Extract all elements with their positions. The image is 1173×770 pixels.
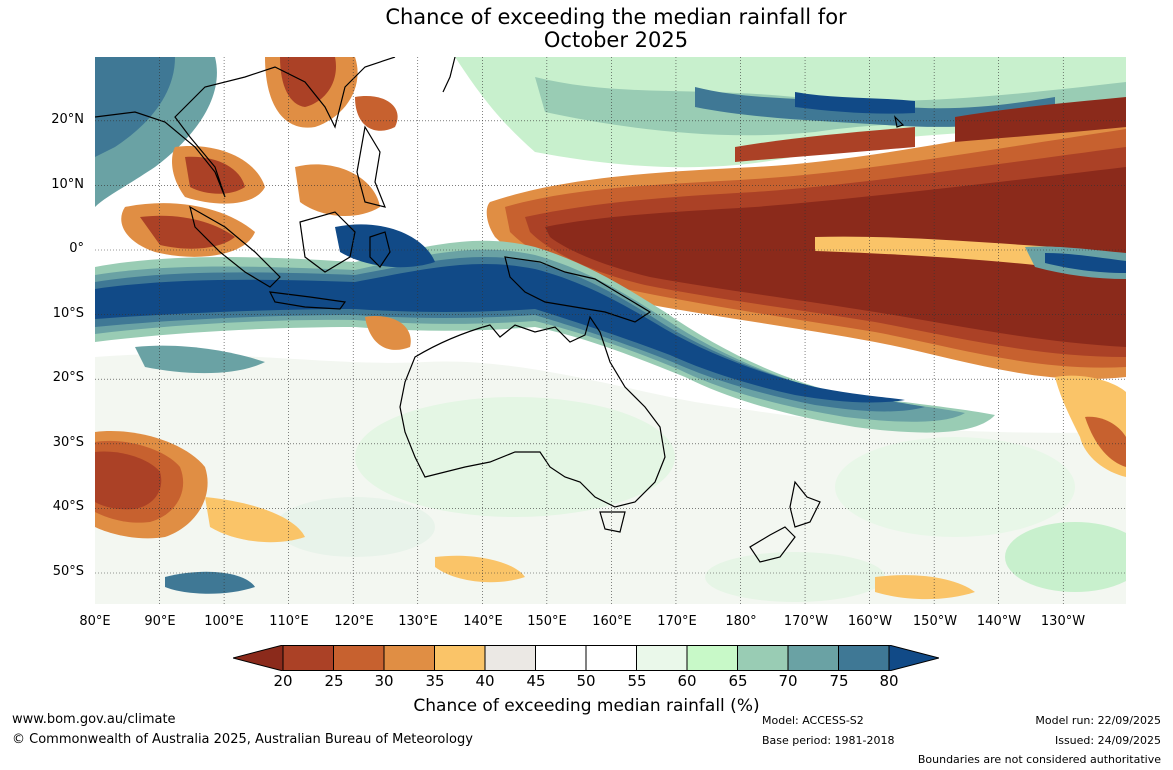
colorbar-swatch-75-80 — [838, 645, 890, 671]
colorbar-tick-65: 65 — [728, 672, 748, 690]
lon-label-120e: 120°E — [334, 614, 374, 629]
map-title-line-1: Chance of exceeding the median rainfall … — [385, 5, 847, 29]
colorbar-swatch-60-65 — [686, 645, 738, 671]
sulawesi-coastline — [369, 231, 391, 268]
colorbar-tick-35: 35 — [425, 672, 445, 690]
footer-website: www.bom.gov.au/climate — [12, 712, 176, 727]
sumatra-coastline — [189, 205, 281, 288]
colorbar-high-arrow — [888, 645, 939, 671]
near-normal-zones — [95, 354, 1126, 604]
colorbar-swatch-70-75 — [787, 645, 839, 671]
colorbar-swatch-55-60 — [636, 645, 688, 671]
footer-base-period: Base period: 1981-2018 — [762, 734, 895, 747]
lon-label-130w: 130°W — [1040, 614, 1086, 629]
footer-copyright: © Commonwealth of Australia 2025, Austra… — [12, 732, 473, 747]
colorbar-swatch-25-30 — [333, 645, 385, 671]
lon-label-90e: 90°E — [144, 614, 176, 629]
colorbar-swatch-45-50 — [535, 645, 587, 671]
lon-label-180: 180° — [725, 614, 757, 629]
colorbar-swatch-30-35 — [383, 645, 435, 671]
lon-label-150w: 150°W — [912, 614, 958, 629]
lat-label-20s: 20°S — [52, 370, 84, 385]
colorbar-swatch-35-40 — [434, 645, 486, 671]
colorbar-tick-55: 55 — [627, 672, 647, 690]
footer-model: Model: ACCESS-S2 — [762, 714, 864, 727]
lon-label-160w: 160°W — [847, 614, 893, 629]
lat-label-equator: 0° — [69, 241, 84, 256]
lat-label-50s: 50°S — [52, 564, 84, 579]
lon-label-100e: 100°E — [204, 614, 244, 629]
colorbar-tick-70: 70 — [778, 672, 798, 690]
colorbar-tick-50: 50 — [576, 672, 596, 690]
lon-label-150e: 150°E — [527, 614, 567, 629]
philippines-coastline — [356, 125, 386, 208]
rainfall-probability-map — [95, 57, 1126, 604]
lon-label-80e: 80°E — [79, 614, 111, 629]
legend-colorbar — [233, 645, 939, 671]
new-zealand-north-island — [789, 480, 821, 528]
lat-label-40s: 40°S — [52, 499, 84, 514]
northern-wet-band — [95, 57, 1126, 207]
colorbar-tick-75: 75 — [829, 672, 849, 690]
new-guinea-coastline — [504, 256, 652, 323]
colorbar-swatch-20-25 — [282, 645, 334, 671]
coastlines — [95, 57, 905, 563]
lon-label-140w: 140°W — [976, 614, 1022, 629]
colorbar-tick-30: 30 — [374, 672, 394, 690]
colorbar-swatch-50-55 — [585, 645, 637, 671]
colorbar-swatch-40-45 — [484, 645, 536, 671]
lon-label-140e: 140°E — [463, 614, 503, 629]
footer-model-run: Model run: 22/09/2025 — [1035, 714, 1161, 727]
borneo-coastline — [299, 211, 356, 273]
colorbar-tick-60: 60 — [677, 672, 697, 690]
tasmania-coastline — [599, 511, 626, 533]
lat-label-10s: 10°S — [52, 306, 84, 321]
lon-label-170e: 170°E — [657, 614, 697, 629]
lon-label-170w: 170°W — [783, 614, 829, 629]
pacific-dry-tongue — [486, 97, 1126, 379]
colorbar-tick-80: 80 — [879, 672, 899, 690]
map-title-line-2: October 2025 — [543, 28, 689, 52]
colorbar-label: Chance of exceeding median rainfall (%) — [413, 696, 760, 716]
new-zealand-south-island — [749, 526, 796, 563]
lat-label-30s: 30°S — [52, 435, 84, 450]
southern-dry-patches — [95, 316, 1126, 600]
australia-coastline — [399, 315, 666, 508]
colorbar-tick-45: 45 — [526, 672, 546, 690]
java-coastline — [268, 291, 347, 310]
colorbar-low-arrow — [233, 645, 284, 671]
colorbar-swatch-65-70 — [737, 645, 789, 671]
japan-coastline — [442, 57, 456, 93]
footer-issued: Issued: 24/09/2025 — [1054, 734, 1161, 747]
lat-label-20n: 20°N — [51, 112, 84, 127]
asia-mainland-coastline — [95, 57, 396, 198]
lat-label-10n: 10°N — [51, 177, 84, 192]
lon-label-160e: 160°E — [592, 614, 632, 629]
colorbar-tick-40: 40 — [475, 672, 495, 690]
colorbar-tick-25: 25 — [324, 672, 344, 690]
lon-label-130e: 130°E — [398, 614, 438, 629]
colorbar-tick-20: 20 — [273, 672, 293, 690]
graticule-grid — [95, 57, 1126, 604]
footer-disclaimer: Boundaries are not considered authoritat… — [917, 753, 1161, 766]
lon-label-110e: 110°E — [269, 614, 309, 629]
